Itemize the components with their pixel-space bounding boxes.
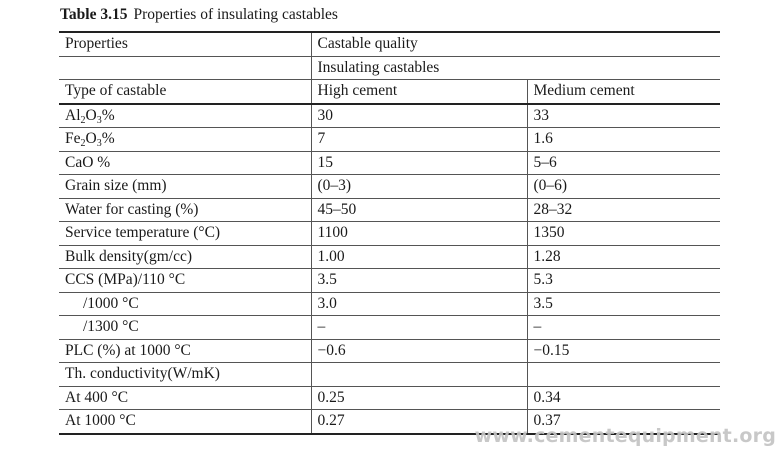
table-number: Table 3.15 [60,6,128,23]
property-cell: /1300 °C [59,315,311,340]
table-row: Bulk density(gm/cc) 1.00 1.28 [59,244,721,269]
table-row: Service temperature (°C) 1100 1350 [59,221,721,246]
medium-cement-cell: 1.6 [526,127,721,152]
property-cell: Bulk density(gm/cc) [59,244,311,269]
table-row: At 1000 °C 0.27 0.37 [59,409,721,435]
header-type-of-castable: Type of castable [59,79,311,105]
table-caption: Table 3.15 Properties of insulating casta… [60,6,338,24]
medium-cement-cell: 33 [526,103,721,128]
high-cement-cell: 7 [310,127,527,152]
header-row: Type of castable High cement Medium ceme… [59,79,721,105]
property-cell: Al2O3% [59,103,311,128]
high-cement-cell: 0.27 [310,409,527,435]
high-cement-cell: 1.00 [310,244,527,269]
property-cell: Service temperature (°C) [59,221,311,246]
table-row: /1300 °C – – [59,315,721,340]
property-cell: Th. conductivity(W/mK) [59,362,311,387]
high-cement-cell: 1100 [310,221,527,246]
header-insulating-castables: Insulating castables [310,55,721,80]
medium-cement-cell: – [526,315,721,340]
header-properties: Properties [59,31,311,57]
medium-cement-cell: 0.34 [526,385,721,410]
property-cell: CCS (MPa)/110 °C [59,268,311,293]
table-row: Grain size (mm) (0–3) (0–6) [59,174,721,199]
watermark: www.cementequipment.org [474,425,776,447]
medium-cement-cell: (0–6) [526,174,721,199]
high-cement-cell: 45–50 [310,197,527,222]
property-cell: Water for casting (%) [59,197,311,222]
property-cell: Grain size (mm) [59,174,311,199]
medium-cement-cell: −0.15 [526,338,721,363]
table-row: CaO % 15 5–6 [59,150,721,175]
table-row: Fe2O3% 7 1.6 [59,127,721,152]
medium-cement-cell: 1.28 [526,244,721,269]
table-row: Water for casting (%) 45–50 28–32 [59,197,721,222]
header-empty-cell [59,55,311,80]
high-cement-cell: – [310,315,527,340]
high-cement-cell: 3.5 [310,268,527,293]
property-cell: At 1000 °C [59,409,311,435]
medium-cement-cell: 0.37 [526,409,721,435]
header-castable-quality: Castable quality [310,31,721,57]
table-row: CCS (MPa)/110 °C 3.5 5.3 [59,268,721,293]
high-cement-cell: 30 [310,103,527,128]
header-medium-cement: Medium cement [526,79,721,105]
property-cell: /1000 °C [59,291,311,316]
high-cement-cell: 3.0 [310,291,527,316]
table-row: At 400 °C 0.25 0.34 [59,385,721,410]
medium-cement-cell: 5–6 [526,150,721,175]
table-row: Al2O3% 30 33 [59,103,721,128]
property-cell: CaO % [59,150,311,175]
medium-cement-cell: 28–32 [526,197,721,222]
medium-cement-cell: 1350 [526,221,721,246]
high-cement-cell: 15 [310,150,527,175]
medium-cement-cell: 5.3 [526,268,721,293]
header-row: Properties Castable quality [59,31,721,57]
table-row: Th. conductivity(W/mK) [59,362,721,387]
header-high-cement: High cement [310,79,527,105]
medium-cement-cell: 3.5 [526,291,721,316]
property-cell: Fe2O3% [59,127,311,152]
properties-table: Properties Castable quality Insulating c… [59,31,721,435]
medium-cement-cell [526,362,721,387]
property-cell: PLC (%) at 1000 °C [59,338,311,363]
property-cell: At 400 °C [59,385,311,410]
table-title: Properties of insulating castables [133,6,338,23]
table-row: /1000 °C 3.0 3.5 [59,291,721,316]
header-row: Insulating castables [59,55,721,80]
high-cement-cell: 0.25 [310,385,527,410]
high-cement-cell [310,362,527,387]
high-cement-cell: (0–3) [310,174,527,199]
table-row: PLC (%) at 1000 °C −0.6 −0.15 [59,338,721,363]
high-cement-cell: −0.6 [310,338,527,363]
